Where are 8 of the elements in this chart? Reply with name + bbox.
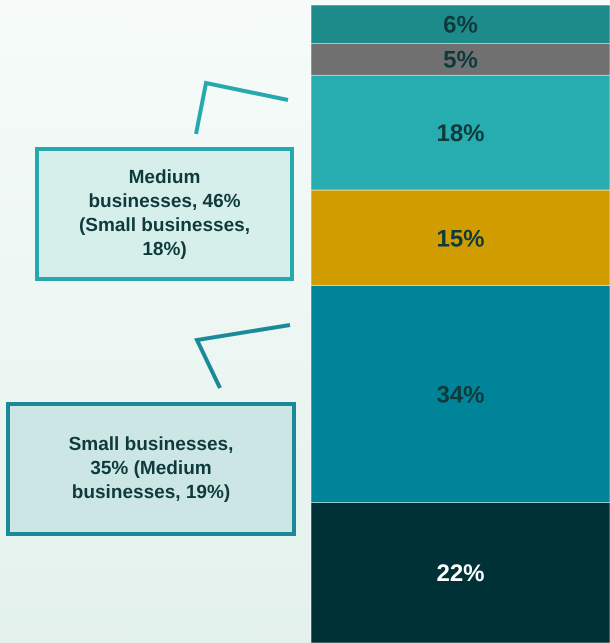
data-label: 22% [436,560,485,588]
text: Small businesses, 35% (Medium businesses, 19%) [68,433,234,505]
text: Medium businesses, 46% (Small businesses, 18%) [78,166,252,262]
data-label: 15% [436,225,485,252]
data-label: 18% [436,120,485,147]
data-label: 5% [443,46,478,74]
data-label: 6% [443,12,478,39]
data-label: 34% [436,382,485,409]
